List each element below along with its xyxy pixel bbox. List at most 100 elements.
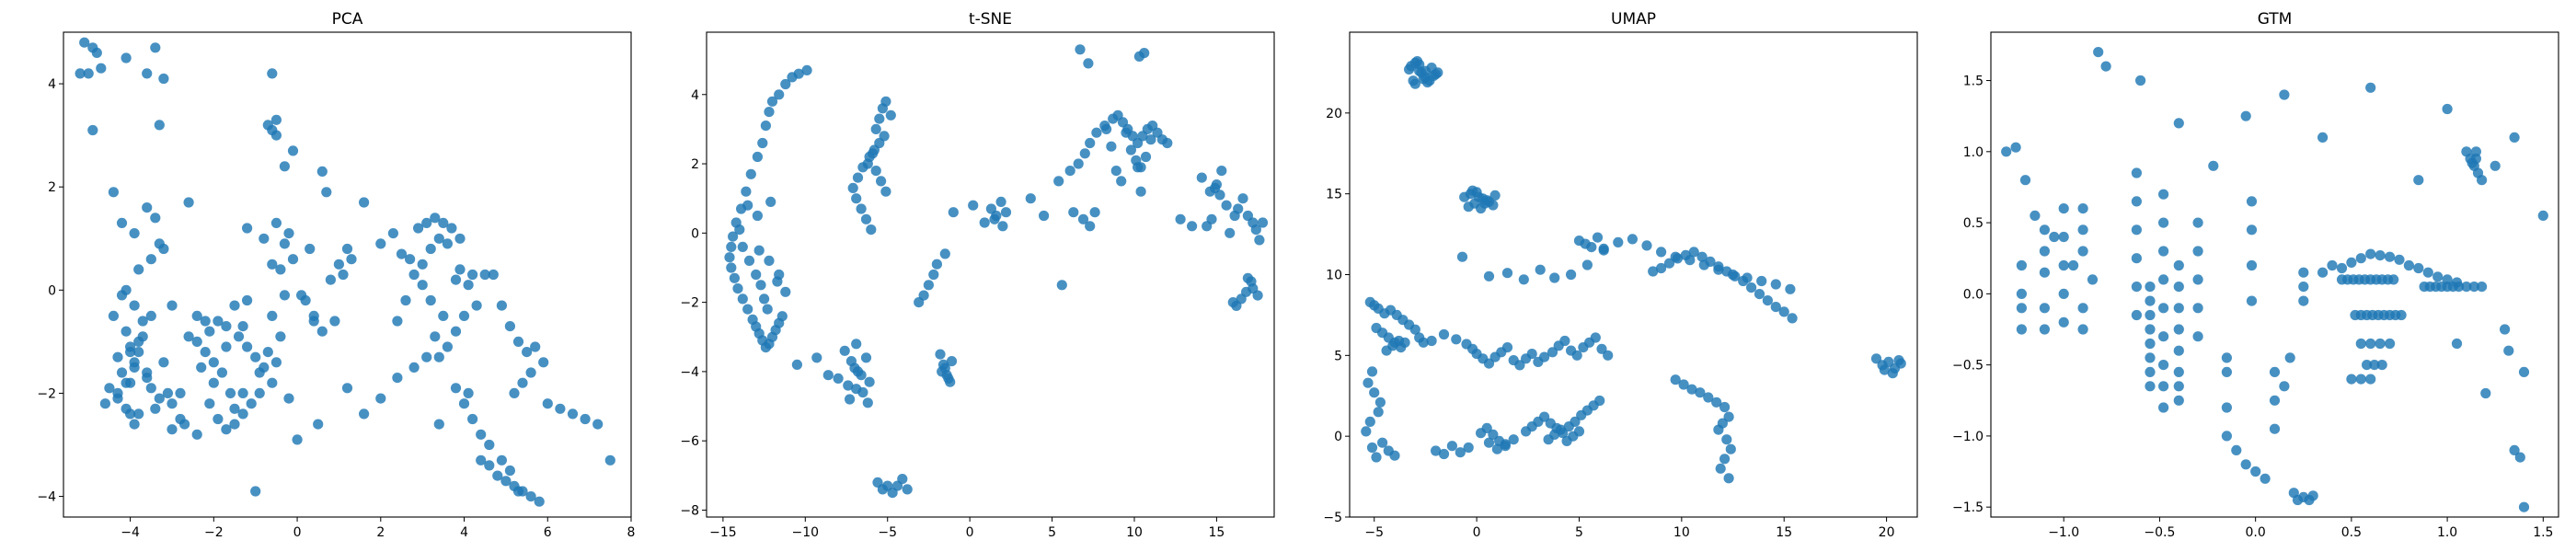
data-point: [870, 123, 881, 134]
data-point: [2039, 303, 2050, 314]
data-point: [851, 339, 862, 350]
data-point: [1229, 210, 1240, 222]
data-point: [914, 297, 925, 308]
data-point: [860, 213, 872, 224]
data-point: [1785, 283, 1796, 294]
data-point: [1514, 360, 1525, 371]
panel-umap: UMAP −5 0 5 10 15 20 −5 0 5 10 15 20: [1323, 10, 1918, 540]
data-point: [229, 300, 240, 311]
data-point: [2403, 259, 2414, 271]
data-point: [154, 120, 165, 131]
data-point: [2279, 89, 2290, 100]
data-point: [1738, 275, 1749, 287]
data-point: [158, 73, 169, 85]
data-point: [1202, 221, 1213, 232]
data-point: [2365, 82, 2376, 93]
data-point: [1135, 186, 1146, 197]
data-point: [346, 254, 357, 265]
data-point: [129, 419, 140, 430]
data-point: [2068, 259, 2079, 271]
data-point: [525, 367, 536, 378]
y-tick-label: 2: [48, 180, 56, 195]
data-point: [2269, 423, 2281, 434]
x-tick-label: −15: [709, 525, 737, 540]
data-point: [2346, 257, 2357, 268]
data-point: [879, 131, 890, 142]
data-point: [158, 357, 169, 368]
data-point: [567, 408, 579, 420]
data-point: [2145, 309, 2156, 321]
data-point: [2432, 271, 2444, 282]
data-point: [246, 398, 257, 409]
data-point: [125, 347, 136, 358]
data-point: [438, 310, 449, 321]
data-point: [2173, 282, 2184, 293]
data-point: [142, 68, 153, 79]
x-tick-label: −1.0: [2048, 525, 2079, 540]
data-point: [864, 376, 875, 387]
data-point: [2039, 246, 2050, 257]
data-point: [133, 264, 144, 275]
data-point: [221, 424, 232, 435]
data-point: [737, 293, 748, 305]
data-point: [2173, 381, 2184, 392]
data-point: [2158, 402, 2169, 413]
data-point: [2093, 47, 2104, 58]
x-tick-label: −0.5: [2144, 525, 2175, 540]
data-point: [1725, 443, 1736, 454]
y-tick-label: 10: [1326, 269, 1342, 283]
data-point: [1526, 349, 1537, 360]
data-point: [2173, 259, 2184, 271]
data-point: [1535, 264, 1546, 275]
data-point: [1719, 401, 1731, 413]
data-point: [2019, 175, 2031, 186]
data-point: [129, 300, 140, 311]
axes-frame: [706, 31, 1275, 518]
data-point: [1377, 437, 1388, 448]
data-point: [2016, 303, 2027, 314]
data-point: [2376, 360, 2387, 371]
data-point: [341, 243, 353, 255]
data-point: [1663, 258, 1675, 269]
data-point: [724, 252, 735, 263]
data-point: [2442, 103, 2453, 115]
data-point: [935, 349, 946, 360]
data-point: [1077, 213, 1089, 224]
data-point: [1039, 210, 1050, 222]
data-point: [2246, 295, 2258, 306]
x-tick-label: 0: [966, 525, 974, 540]
data-point: [1432, 67, 1443, 78]
data-point: [862, 397, 873, 408]
data-point: [2477, 282, 2488, 293]
data-point: [2131, 196, 2142, 207]
data-point: [2131, 224, 2142, 236]
data-point: [121, 377, 132, 388]
data-point: [580, 413, 591, 425]
data-point: [1887, 368, 1898, 379]
data-point: [2490, 160, 2501, 171]
data-point: [2145, 324, 2156, 335]
y-tick-label: −6: [680, 434, 699, 449]
y-tick-label: −5: [1323, 511, 1342, 525]
y-tick-label: 2: [691, 157, 699, 172]
axes-frame: [1990, 31, 2559, 518]
data-point: [741, 186, 752, 197]
data-point: [1483, 270, 1495, 282]
y-tick-label: 20: [1326, 107, 1342, 121]
x-tick-label: 10: [1126, 525, 1143, 540]
x-tick-label: 5: [1048, 525, 1056, 540]
data-point: [2422, 267, 2433, 278]
data-point: [2388, 274, 2399, 285]
data-point: [1000, 207, 1012, 218]
data-point: [237, 387, 248, 398]
data-point: [2250, 466, 2261, 477]
data-point: [839, 345, 850, 356]
data-point: [2145, 338, 2156, 350]
data-point: [780, 78, 791, 90]
data-point: [308, 316, 319, 327]
data-point: [1210, 182, 1221, 193]
panel-pca: PCA −4 −2 0 2 4 6 8 −4 −2 0 2 4: [37, 10, 635, 540]
data-point: [413, 223, 424, 234]
data-point: [862, 158, 873, 169]
data-point: [764, 255, 775, 266]
